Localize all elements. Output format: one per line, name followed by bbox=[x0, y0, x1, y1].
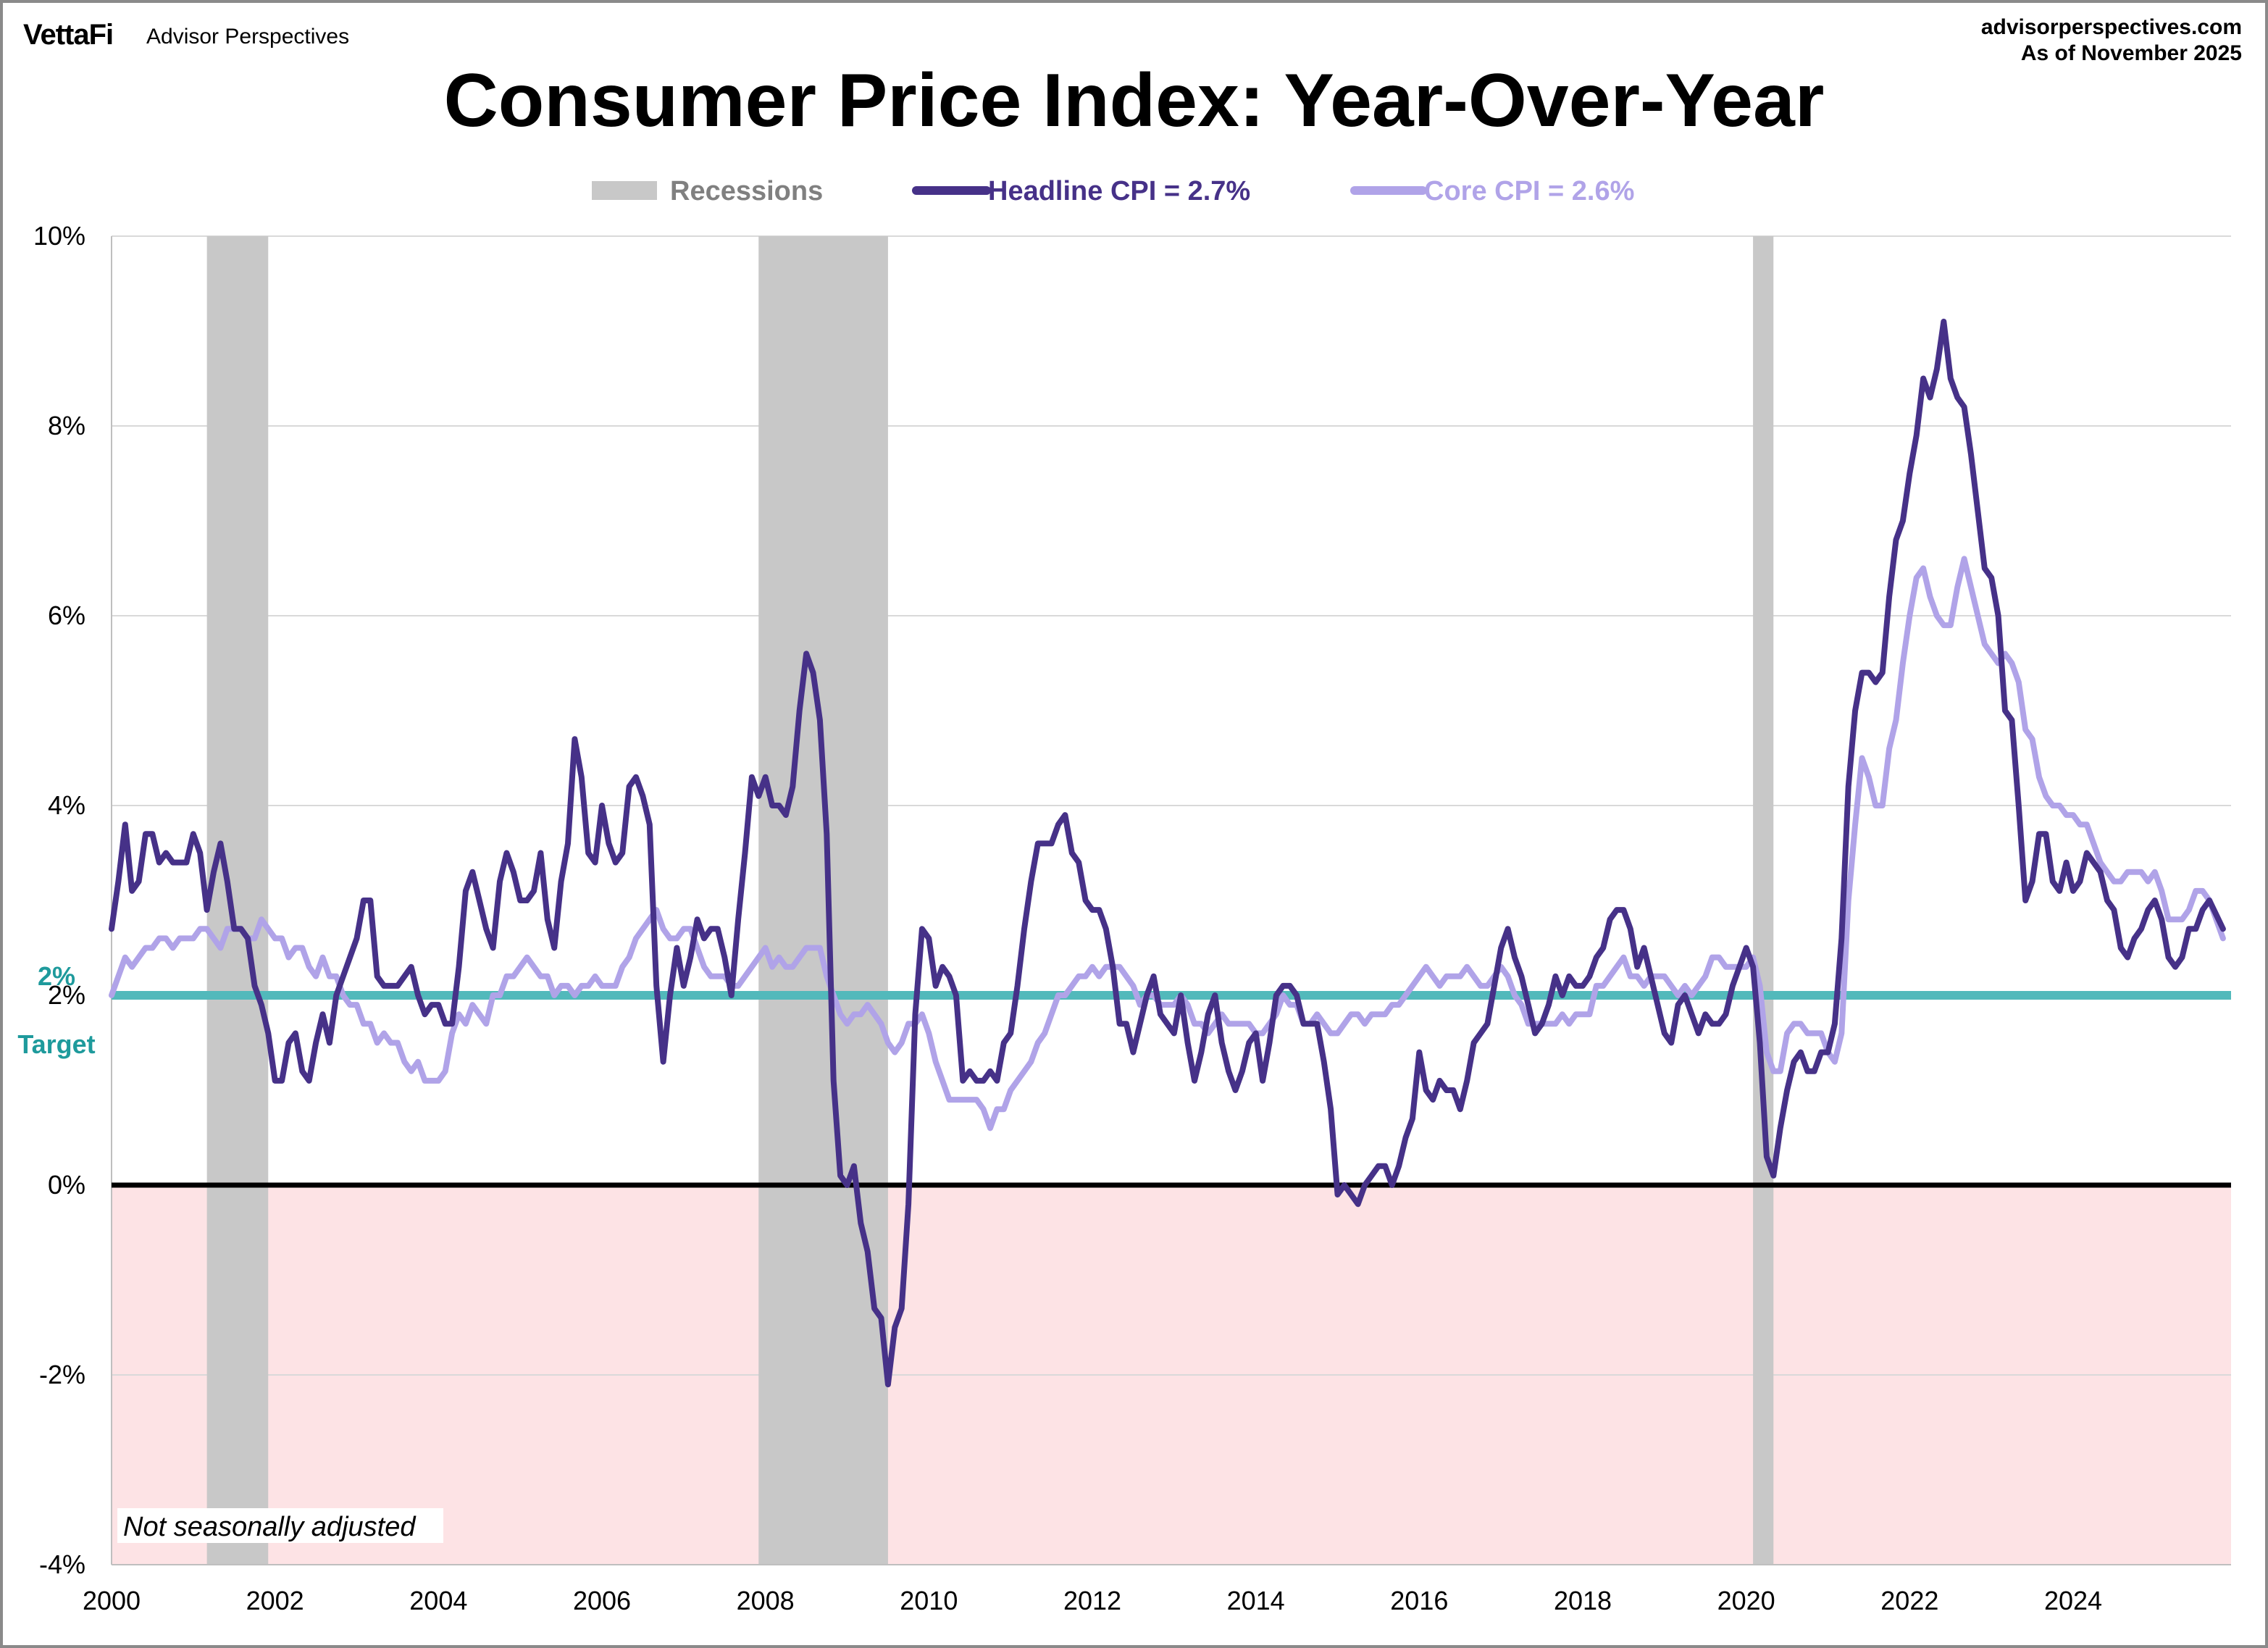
as-of-date: As of November 2025 bbox=[2020, 41, 2242, 65]
y-tick-label: -4% bbox=[39, 1549, 85, 1579]
note-background bbox=[117, 1508, 443, 1543]
target-value-label: 2% bbox=[38, 961, 75, 991]
y-tick-label: 10% bbox=[33, 221, 85, 251]
vettafi-logo: VettaFi bbox=[23, 19, 114, 51]
y-tick-label: 8% bbox=[48, 411, 85, 440]
recession-band bbox=[758, 236, 888, 1565]
x-tick-label: 2020 bbox=[1717, 1586, 1775, 1615]
y-tick-label: 0% bbox=[48, 1170, 85, 1200]
y-tick-label: -2% bbox=[39, 1360, 85, 1389]
x-tick-label: 2016 bbox=[1390, 1586, 1448, 1615]
recession-band bbox=[1753, 236, 1774, 1565]
brand-name: Advisor Perspectives bbox=[146, 25, 350, 49]
legend-headline-label: Headline CPI = 2.7% bbox=[988, 176, 1250, 206]
legend-recessions-swatch bbox=[592, 181, 657, 200]
x-tick-label: 2022 bbox=[1880, 1586, 1938, 1615]
chart-title: Consumer Price Index: Year-Over-Year bbox=[443, 59, 1825, 143]
legend-recessions-label: Recessions bbox=[670, 176, 823, 206]
x-tick-label: 2018 bbox=[1554, 1586, 1612, 1615]
x-tick-label: 2012 bbox=[1063, 1586, 1121, 1615]
x-tick-label: 2014 bbox=[1227, 1586, 1285, 1615]
y-tick-label: 2% bbox=[48, 980, 85, 1010]
x-tick-label: 2024 bbox=[2044, 1586, 2102, 1615]
x-tick-label: 2000 bbox=[83, 1586, 141, 1615]
core-cpi-line bbox=[109, 556, 2226, 1132]
x-tick-label: 2002 bbox=[246, 1586, 304, 1615]
source-info: advisorperspectives.com As of November 2… bbox=[1981, 14, 2242, 67]
legend-core-label: Core CPI = 2.6% bbox=[1424, 176, 1634, 206]
target-text-label: Target bbox=[17, 1029, 95, 1059]
x-tick-label: 2010 bbox=[900, 1586, 958, 1615]
x-tick-label: 2004 bbox=[409, 1586, 467, 1615]
y-tick-label: 6% bbox=[48, 601, 85, 630]
x-tick-label: 2008 bbox=[737, 1586, 795, 1615]
headline-cpi-line bbox=[109, 318, 2226, 1388]
site-url: advisorperspectives.com bbox=[1980, 15, 2242, 39]
x-tick-label: 2006 bbox=[573, 1586, 631, 1615]
note-not-seasonally-adjusted: Not seasonally adjusted bbox=[123, 1512, 417, 1542]
y-tick-label: 4% bbox=[48, 790, 85, 820]
recession-band bbox=[206, 236, 269, 1565]
